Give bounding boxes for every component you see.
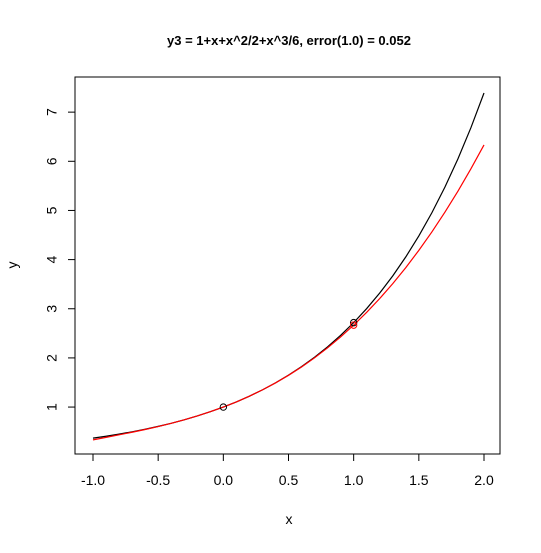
x-tick-label: 0.5 xyxy=(279,472,299,488)
series-layer xyxy=(92,92,485,441)
chart-title: y3 = 1+x+x^2/2+x^3/6, error(1.0) = 0.052 xyxy=(167,33,411,48)
y-tick-label: 4 xyxy=(44,255,60,263)
x-tick-label: 1.0 xyxy=(344,472,364,488)
x-tick-label: -1.0 xyxy=(81,472,105,488)
x-tick-label: -0.5 xyxy=(146,472,170,488)
y-tick-label: 1 xyxy=(44,403,60,411)
series-line-2 xyxy=(92,144,485,441)
y-tick-label: 7 xyxy=(44,108,60,116)
y-tick-label: 5 xyxy=(44,206,60,214)
y-tick-label: 2 xyxy=(44,354,60,362)
points-layer xyxy=(219,318,358,411)
x-axis-label: x xyxy=(286,511,293,527)
y-axis: 1 2 3 4 5 6 7 xyxy=(44,108,76,411)
data-point-3 xyxy=(349,321,358,329)
x-tick-label: 2.0 xyxy=(474,472,494,488)
y-tick-label: 6 xyxy=(44,157,60,165)
x-tick-label: 1.5 xyxy=(409,472,429,488)
y-axis-label: y xyxy=(4,262,20,269)
y-tick-label: 3 xyxy=(44,305,60,313)
x-axis: -1.0 -0.5 0.0 0.5 1.0 1.5 2.0 xyxy=(81,453,494,488)
data-point-1 xyxy=(219,403,228,411)
x-tick-label: 0.0 xyxy=(214,472,234,488)
data-point-2 xyxy=(349,318,358,327)
